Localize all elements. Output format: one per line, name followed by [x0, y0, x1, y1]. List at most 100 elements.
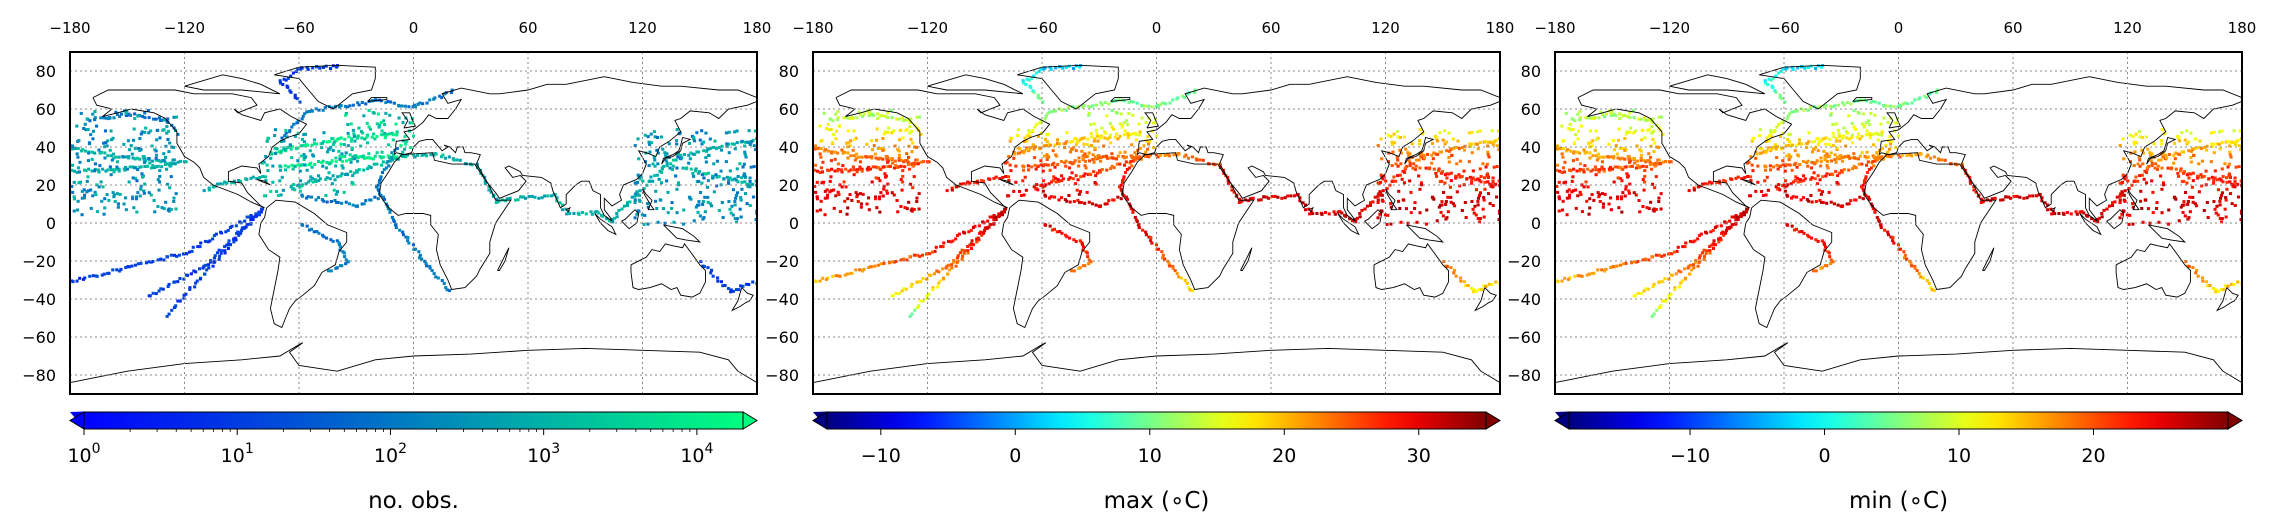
data-cell [1823, 264, 1827, 268]
data-cell [1458, 184, 1462, 188]
data-cell [1625, 172, 1629, 176]
data-cell [1835, 181, 1839, 184]
data-cell [1019, 194, 1023, 197]
data-cell [1052, 175, 1056, 179]
coastline [2148, 224, 2187, 243]
data-cell [147, 191, 151, 195]
data-cell [70, 144, 74, 148]
data-cell [1389, 222, 1393, 226]
data-cell [1637, 199, 1641, 202]
data-cell [2110, 204, 2114, 207]
data-cell [1435, 219, 1439, 223]
data-cell [834, 274, 838, 278]
data-cell [1702, 248, 1706, 252]
data-cell [1932, 155, 1936, 159]
data-cell [2139, 189, 2143, 193]
data-cell [306, 67, 310, 71]
data-cell [938, 279, 942, 283]
data-cell [748, 180, 752, 183]
data-cell [1562, 170, 1566, 174]
data-cell [1569, 169, 1573, 173]
data-cell [1910, 264, 1914, 268]
data-cell [363, 137, 367, 141]
data-cell [1677, 269, 1681, 273]
data-cell [1640, 138, 1644, 142]
data-cell [1124, 171, 1128, 174]
data-cell [628, 200, 632, 204]
data-cell [290, 163, 294, 167]
data-cell [1058, 230, 1062, 233]
data-cell [428, 266, 432, 270]
data-cell [1022, 193, 1026, 197]
data-cell [141, 155, 145, 159]
data-cell [1989, 199, 1993, 203]
data-cell [1065, 140, 1069, 144]
data-cell [1138, 131, 1142, 135]
data-cell [379, 133, 383, 137]
data-cell [124, 266, 128, 269]
data-cell [363, 156, 367, 160]
data-cell [1624, 165, 1628, 169]
data-cell [139, 261, 143, 265]
data-cell [325, 176, 329, 180]
data-cell [1105, 114, 1109, 118]
colorbar-tick-label: 104 [680, 441, 713, 467]
data-cell [111, 191, 115, 195]
data-cell [1146, 104, 1150, 108]
data-cell [2115, 195, 2119, 199]
data-cell [483, 175, 487, 179]
data-cell [2232, 129, 2236, 133]
data-cell [401, 233, 405, 237]
data-cell [834, 112, 838, 116]
data-cell [1042, 179, 1046, 183]
data-cell [2050, 212, 2054, 216]
data-cell [77, 181, 81, 185]
data-cell [2191, 171, 2195, 175]
coastline [1373, 243, 1449, 298]
data-cell [1387, 151, 1391, 155]
colorbar-extend-high [2227, 411, 2243, 430]
data-cell [1657, 306, 1661, 309]
data-cell [351, 203, 355, 207]
data-cell [2186, 200, 2190, 203]
data-cell [1734, 176, 1738, 180]
data-cell [1568, 193, 1572, 197]
data-cell [875, 206, 879, 210]
data-cell [1027, 78, 1031, 82]
data-cell [416, 102, 420, 106]
data-cell [741, 284, 745, 288]
data-cell [1579, 274, 1583, 278]
data-cell [1626, 115, 1630, 118]
data-cell [1903, 253, 1907, 257]
data-cell [111, 136, 115, 140]
data-cell [158, 136, 162, 140]
data-cell [1649, 200, 1653, 204]
data-cell [160, 165, 164, 169]
data-cell [1827, 143, 1831, 147]
data-cell [917, 115, 921, 119]
data-cell [653, 164, 657, 168]
data-cell [395, 146, 399, 150]
data-cell [1399, 151, 1403, 155]
data-cell [675, 142, 679, 146]
data-cell [734, 196, 738, 200]
data-cell [1777, 122, 1781, 126]
data-cell [2140, 136, 2144, 139]
data-cell [1925, 279, 1929, 282]
data-cell [1802, 174, 1806, 178]
x-tick-label: −60 [1768, 19, 1800, 37]
data-cell [1043, 163, 1047, 167]
data-cell [129, 113, 133, 117]
data-cell [2228, 140, 2232, 144]
data-cell [1799, 198, 1803, 202]
data-cell [1053, 195, 1057, 199]
data-cell [281, 83, 285, 86]
data-cell [847, 116, 851, 120]
data-cell [1148, 153, 1152, 157]
data-cell [1898, 247, 1902, 251]
data-cell [910, 282, 914, 286]
data-cell [119, 112, 123, 116]
data-cell [1765, 149, 1769, 153]
data-cell [697, 170, 701, 174]
data-cell [646, 222, 650, 226]
